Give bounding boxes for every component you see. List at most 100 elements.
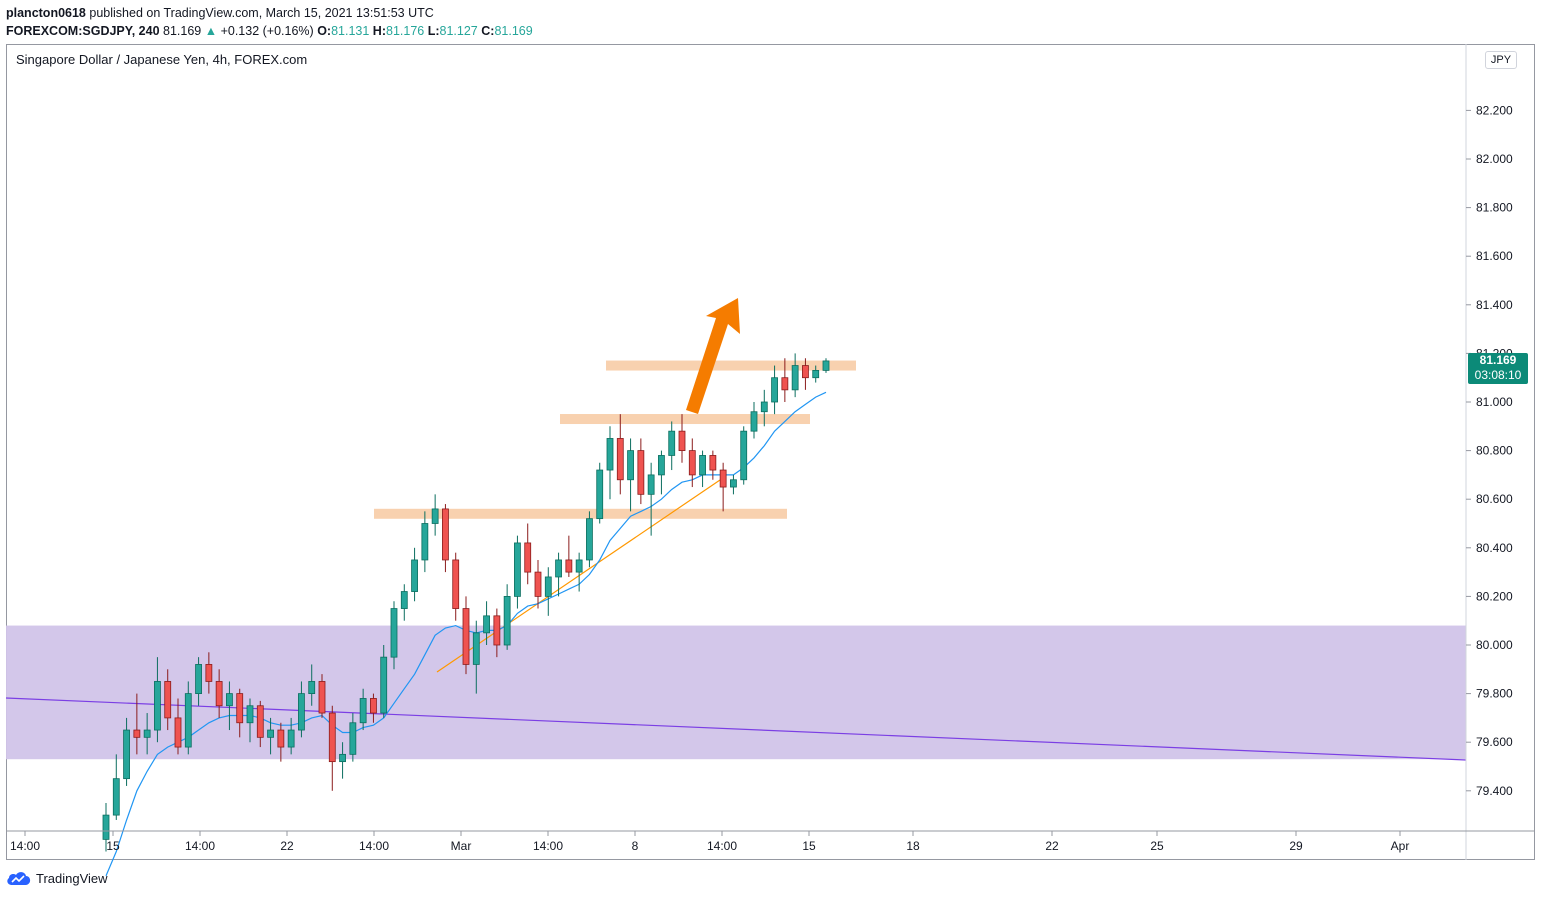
candle-body <box>400 591 408 609</box>
currency-badge[interactable]: JPY <box>1485 51 1517 69</box>
footer-brand: TradingView <box>36 870 108 886</box>
y-tick-label: 81.000 <box>1476 395 1513 409</box>
candle-body <box>246 705 254 724</box>
y-tick-label: 81.400 <box>1476 298 1513 312</box>
candle-body <box>524 542 532 573</box>
up-arrow-icon: ▲ <box>204 24 218 38</box>
candle-body <box>462 608 470 665</box>
y-tick-label: 80.800 <box>1476 444 1513 458</box>
candle-body <box>544 576 552 597</box>
y-tick-label: 81.600 <box>1476 249 1513 263</box>
x-tick-label: 18 <box>906 839 920 853</box>
support-zone <box>6 625 1466 760</box>
candle-body <box>771 377 778 403</box>
candle-body <box>143 729 151 738</box>
candle-body <box>133 729 141 738</box>
candle-body <box>534 571 542 597</box>
x-tick-label: 29 <box>1289 839 1303 853</box>
candle-body <box>555 559 562 578</box>
candle-body <box>205 664 213 682</box>
candle-body <box>802 365 809 379</box>
candle-body <box>287 729 295 748</box>
candle-body <box>740 430 748 481</box>
candle-body <box>781 377 789 391</box>
y-tick-label: 80.000 <box>1476 638 1513 652</box>
candle-body <box>277 729 285 748</box>
x-tick-label: 14:00 <box>533 839 563 853</box>
price-change: +0.132 (+0.16%) <box>220 24 314 38</box>
y-tick-label: 80.600 <box>1476 492 1513 506</box>
x-tick-label: 15 <box>802 839 816 853</box>
open-value: 81.131 <box>331 24 370 38</box>
x-tick-label: 14:00 <box>707 839 737 853</box>
low-label: L: <box>427 24 440 38</box>
candle-body <box>349 722 357 755</box>
candle-body <box>565 559 573 573</box>
candle-body <box>822 360 830 371</box>
candle-body <box>226 693 233 707</box>
resistance-level <box>606 360 856 371</box>
y-tick-label: 82.000 <box>1476 152 1513 166</box>
tradingview-cloud-icon <box>7 872 31 885</box>
x-tick-label: 22 <box>1045 839 1059 853</box>
candle-body <box>812 370 820 379</box>
badge-countdown: 03:08:10 <box>1474 368 1522 382</box>
candle-body <box>236 693 244 724</box>
candle-body <box>328 712 336 763</box>
candle-body <box>750 411 758 432</box>
y-tick-label: 82.200 <box>1476 103 1513 117</box>
y-tick-label: 79.400 <box>1476 784 1513 798</box>
close-value: 81.169 <box>494 24 533 38</box>
candle-body <box>606 438 614 471</box>
candle-body <box>586 518 593 561</box>
x-tick-label: 14:00 <box>10 839 40 853</box>
last-price-badge: 81.169 03:08:10 <box>1468 353 1528 384</box>
candle-body <box>102 814 110 840</box>
candle-body <box>709 455 717 471</box>
bullish-arrow <box>686 298 740 414</box>
rising-trend-line <box>436 479 721 673</box>
candle-body <box>267 729 274 738</box>
candle-body <box>298 693 305 731</box>
x-tick-label: Mar <box>451 839 472 853</box>
x-tick-label: 8 <box>632 839 639 853</box>
candle-body <box>627 450 634 481</box>
candle-body <box>442 508 449 561</box>
candle-body <box>370 698 377 714</box>
candle-body <box>318 681 326 714</box>
candle-body <box>174 717 182 748</box>
chart-frame[interactable] <box>6 44 1535 860</box>
candle-body <box>493 615 501 646</box>
x-tick-label: 14:00 <box>359 839 389 853</box>
candle-body <box>359 698 367 724</box>
close-label: C: <box>481 24 495 38</box>
candle-body <box>339 753 346 763</box>
last-price: 81.169 <box>163 24 202 38</box>
candle-body <box>154 681 161 731</box>
publish-line: plancton0618 published on TradingView.co… <box>6 4 533 22</box>
candle-body <box>123 729 130 780</box>
x-tick-label: 14:00 <box>185 839 215 853</box>
author-name[interactable]: plancton0618 <box>6 6 86 20</box>
high-label: H: <box>372 24 386 38</box>
candle-body <box>514 542 521 597</box>
resistance-level <box>374 508 787 519</box>
y-tick-label: 80.400 <box>1476 541 1513 555</box>
x-tick-label: 25 <box>1150 839 1164 853</box>
candle-body <box>472 632 480 665</box>
open-label: O: <box>317 24 332 38</box>
candle-body <box>215 681 223 707</box>
symbol-line: FOREXCOM:SGDJPY, 240 81.169 ▲ +0.132 (+0… <box>6 22 533 40</box>
candle-body <box>431 508 439 524</box>
tradingview-logo[interactable]: TradingView <box>6 870 108 886</box>
candle-body <box>616 438 624 481</box>
candle-body <box>256 705 264 738</box>
candle-body <box>164 681 172 719</box>
symbol-label: FOREXCOM:SGDJPY, 240 <box>6 24 160 38</box>
candle-body <box>380 656 388 714</box>
candle-body <box>195 664 202 695</box>
candle-body <box>421 523 429 561</box>
candle-body <box>688 450 696 476</box>
candle-body <box>647 474 655 495</box>
